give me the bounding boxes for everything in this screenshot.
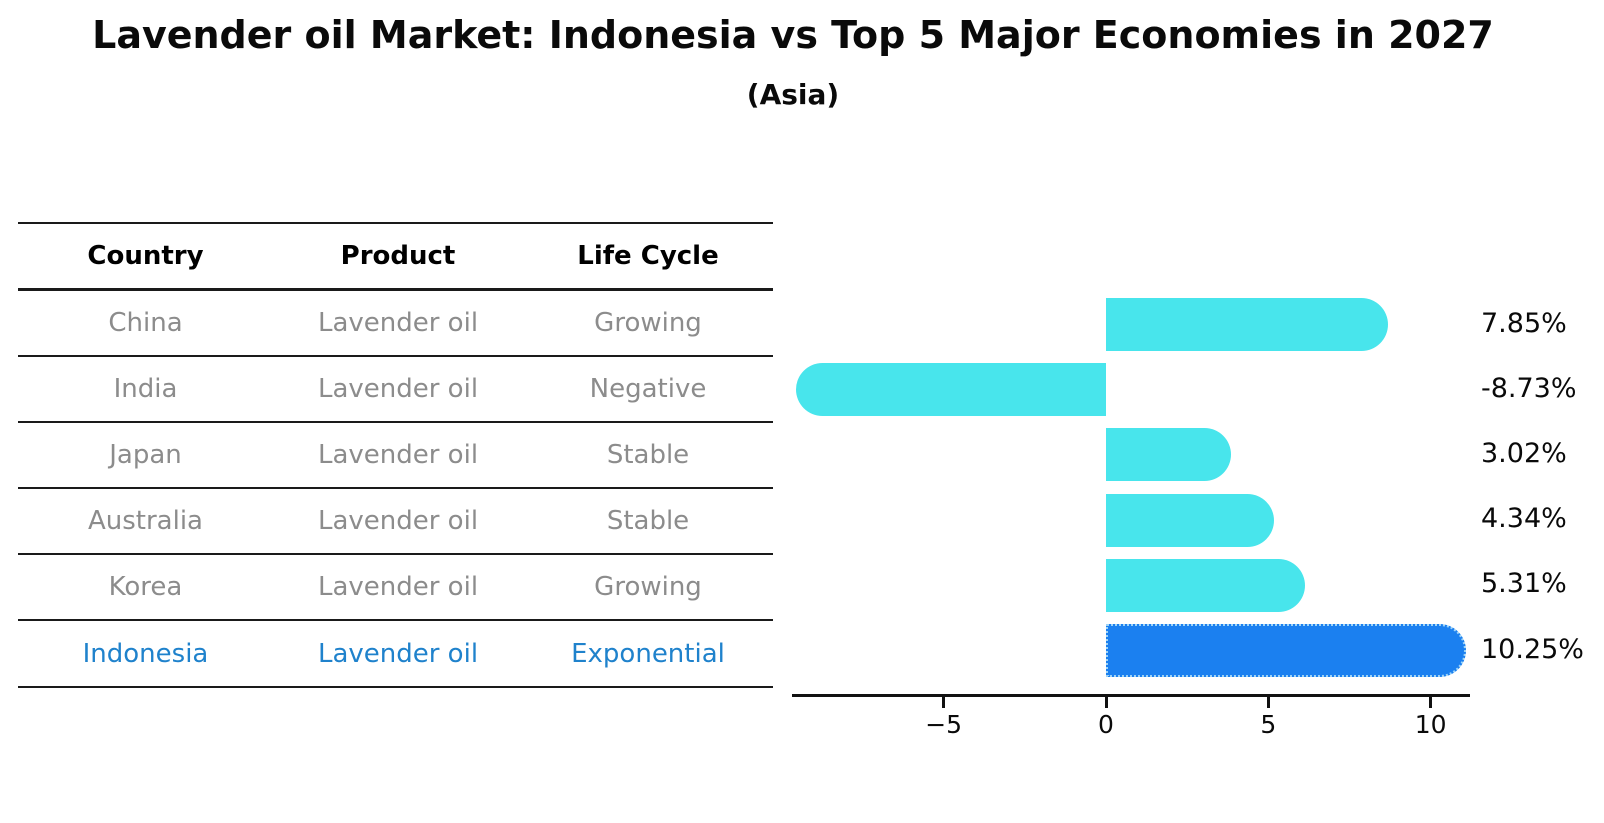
x-axis-tick-10 [1429, 694, 1433, 708]
cell-country-australia: Australia [87, 506, 203, 537]
x-axis-line [792, 694, 1470, 697]
cell-life-cycle-korea: Growing [594, 572, 702, 603]
value-label-japan: 3.02% [1481, 437, 1567, 469]
value-label-china: 7.85% [1481, 307, 1567, 339]
value-label-india: -8.73% [1481, 372, 1577, 404]
cell-life-cycle-china: Growing [594, 307, 702, 338]
chart-title: Lavender oil Market: Indonesia vs Top 5 … [92, 13, 1494, 57]
cell-product-australia: Lavender oil [317, 506, 479, 537]
cell-country-india: India [113, 373, 178, 404]
header-life-cycle: Life Cycle [577, 240, 719, 271]
value-label-korea: 5.31% [1481, 568, 1567, 600]
cell-product-japan: Lavender oil [317, 439, 479, 470]
header-product: Product [340, 240, 456, 271]
table-header-row: Country Product Life Cycle [18, 224, 773, 291]
table-body: China Lavender oil Growing India Lavender oi… [18, 291, 773, 688]
table-row-india: India Lavender oil Negative [18, 357, 773, 423]
chart-subtitle: (Asia) [746, 78, 840, 111]
cell-life-cycle-australia: Stable [606, 506, 690, 537]
x-axis-ticklabel-5: 5 [1260, 710, 1277, 739]
cell-country-korea: Korea [108, 572, 183, 603]
x-axis-ticklabel-0: 0 [1098, 710, 1114, 739]
bar-china [1106, 298, 1388, 351]
cell-country-indonesia: Indonesia [82, 638, 209, 669]
table-row-korea: Korea Lavender oil Growing [18, 555, 773, 622]
bar-india [795, 363, 1106, 417]
cell-product-india: Lavender oil [317, 373, 479, 404]
bar-korea [1106, 558, 1306, 612]
cell-life-cycle-india: Negative [589, 373, 707, 404]
table-row-japan: Japan Lavender oil Stable [18, 423, 773, 490]
bar-australia [1106, 493, 1274, 547]
header-country: Country [87, 240, 204, 271]
x-axis-tick-5 [1266, 694, 1270, 708]
value-label-australia: 4.34% [1481, 503, 1567, 535]
country-table: Country Product Life Cycle China Lavender… [18, 222, 773, 688]
value-label-indonesia: 10.25% [1481, 633, 1584, 665]
cell-life-cycle-japan: Stable [606, 439, 690, 470]
table-row-china: China Lavender oil Growing [18, 291, 773, 357]
cell-country-china: China [108, 307, 183, 338]
cell-country-japan: Japan [109, 439, 182, 470]
cell-product-china: Lavender oil [317, 307, 479, 338]
table-row-indonesia: Indonesia Lavender oil Exponential [18, 621, 773, 688]
cell-life-cycle-indonesia: Exponential [571, 638, 725, 669]
bar-indonesia [1106, 624, 1466, 677]
cell-product-indonesia: Lavender oil [317, 638, 479, 669]
x-axis-ticklabel-10: 10 [1414, 710, 1447, 739]
cell-product-korea: Lavender oil [317, 572, 479, 603]
bar-japan [1106, 428, 1232, 482]
table-row-australia: Australia Lavender oil Stable [18, 489, 773, 556]
x-axis-ticklabel-−5: −5 [925, 710, 963, 739]
x-axis-tick-0 [1104, 694, 1108, 708]
x-axis-tick-−5 [942, 694, 946, 708]
